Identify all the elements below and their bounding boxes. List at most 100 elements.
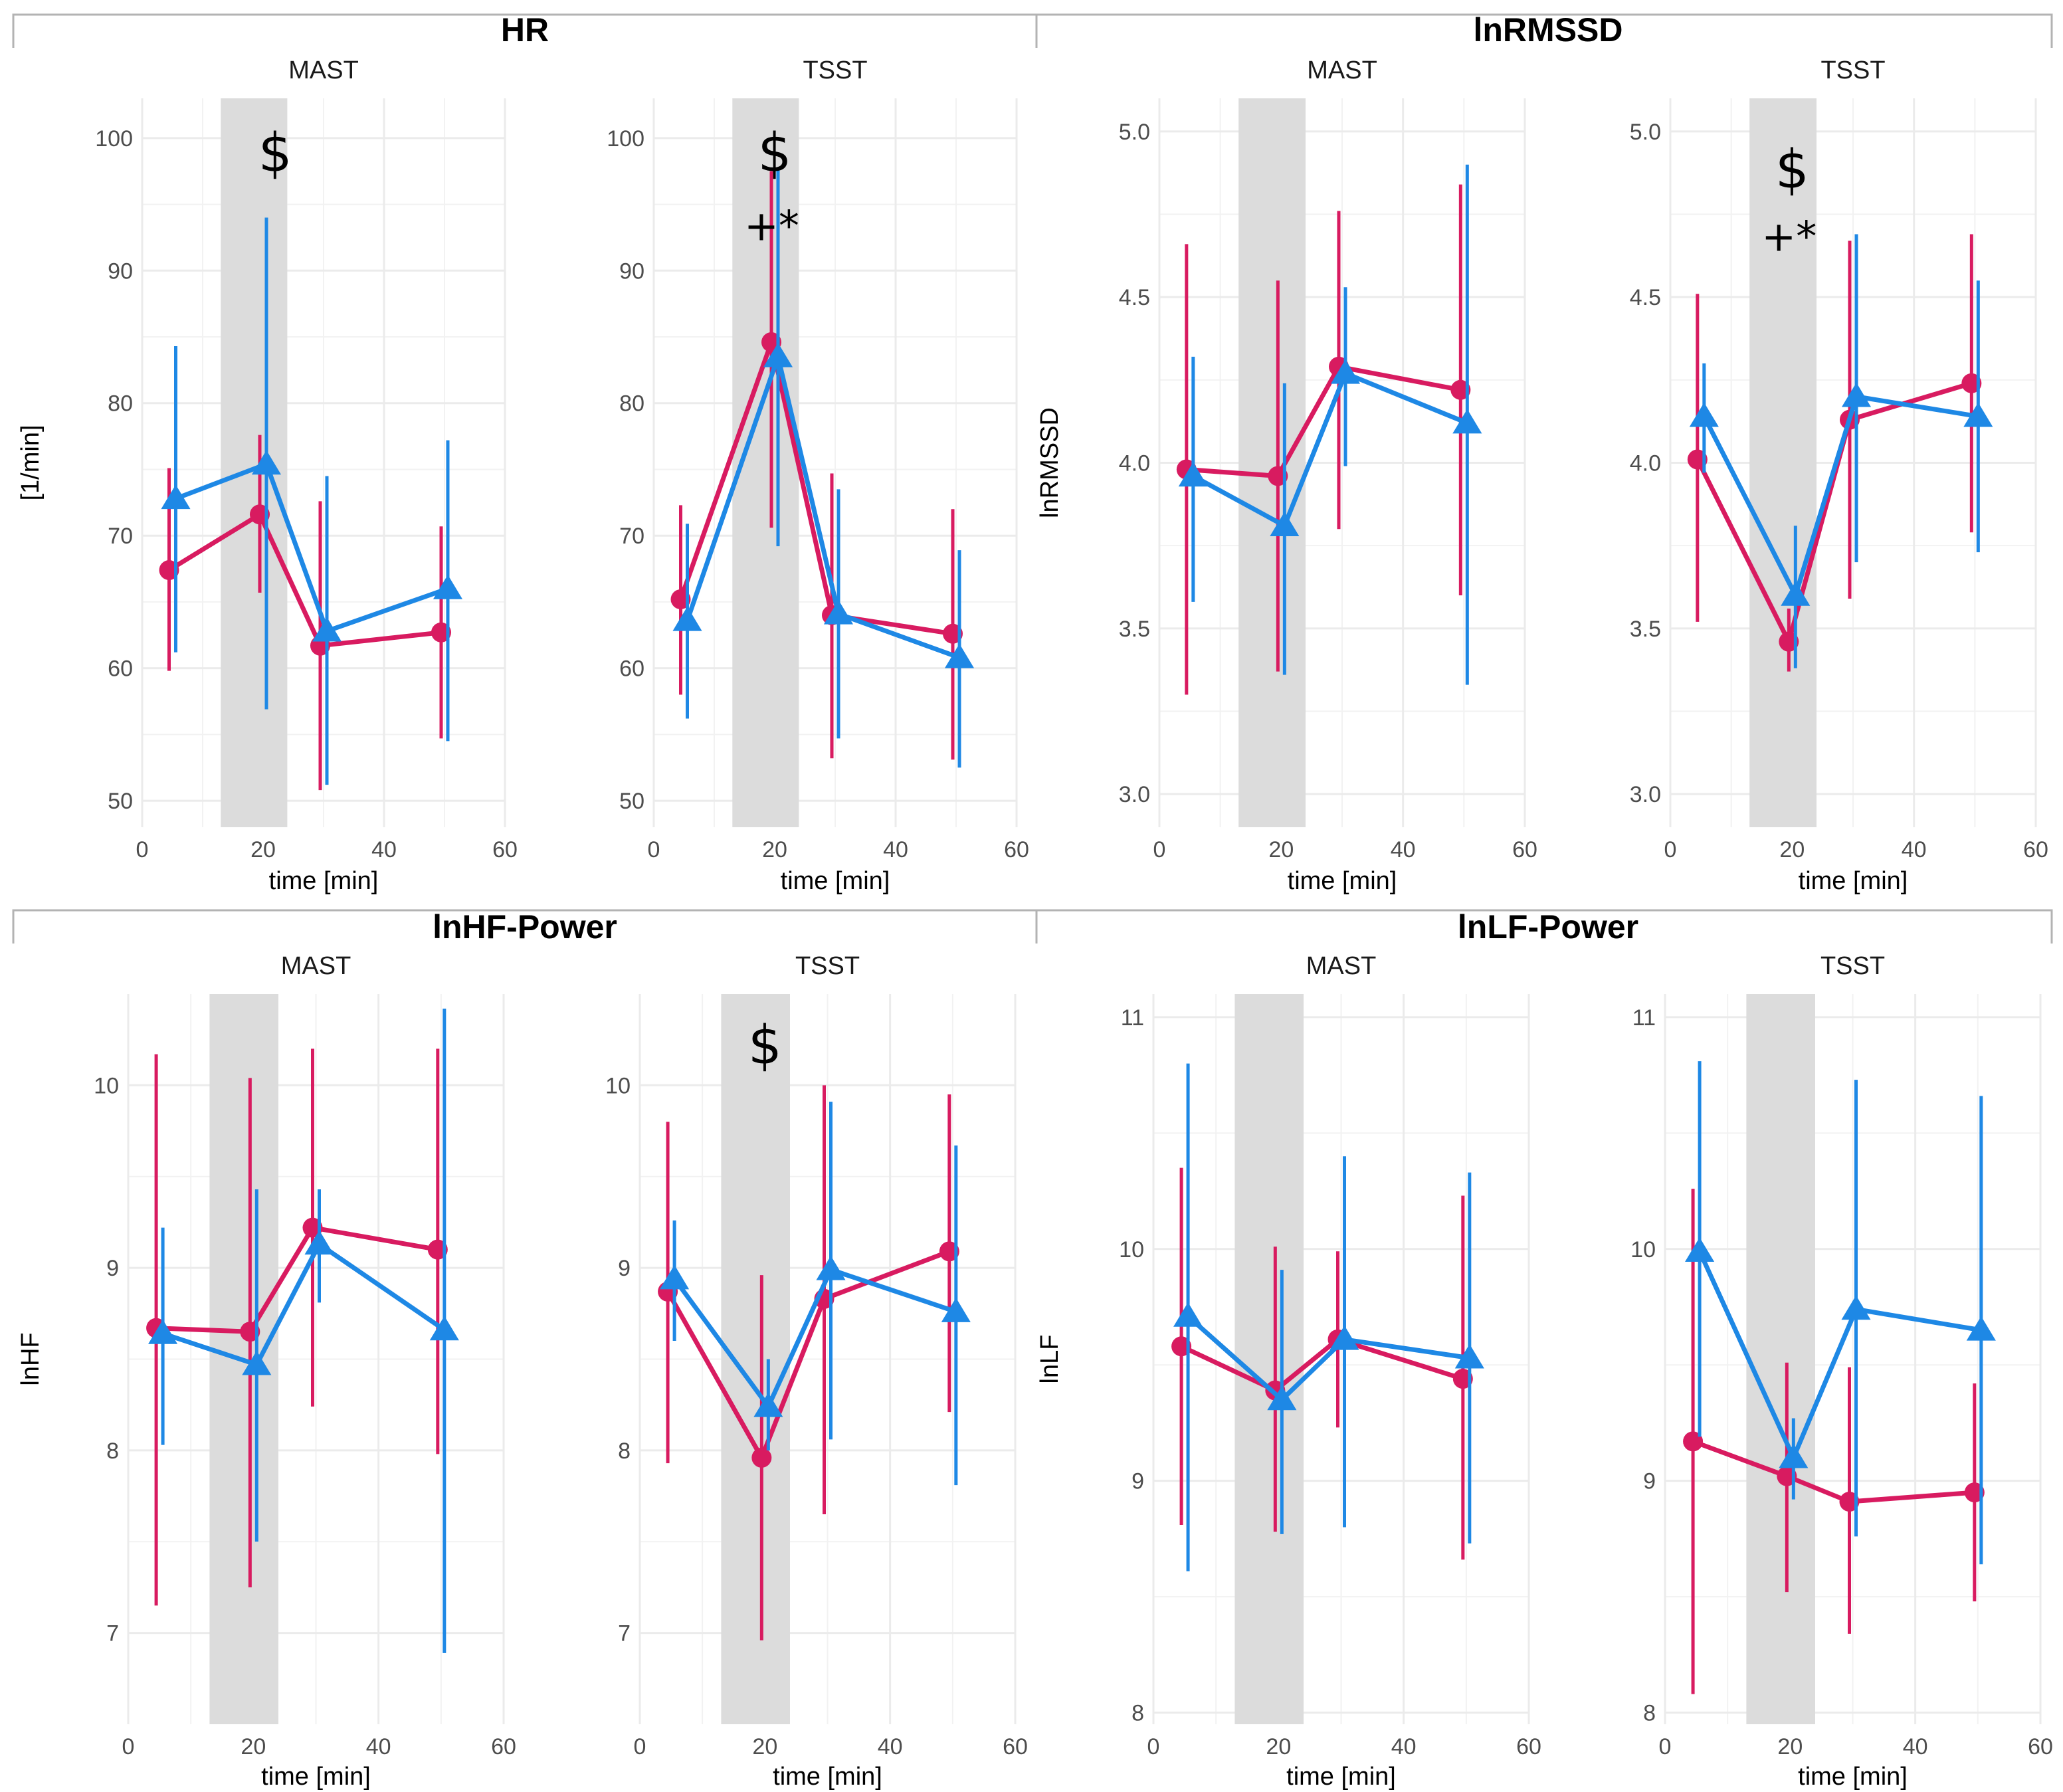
series-series_b (660, 1102, 971, 1486)
chart-group-2: lnHF-Power lnHF MAST 0 20 40 60 7 8 9 10 time [min]… (12, 908, 1038, 1791)
gridlines (1158, 98, 1526, 827)
y-axis-label: lnHF (17, 1332, 45, 1385)
data-point (429, 1316, 459, 1341)
data-point (751, 1447, 772, 1468)
y-tick-label: 100 (95, 126, 133, 151)
panel-mast: MAST 0 20 40 60 8 9 10 11 time [min] (1119, 952, 1541, 1791)
series-series_a (1171, 1167, 1473, 1560)
data-point (1329, 1325, 1359, 1350)
y-axis-label: [1/min] (17, 425, 45, 500)
x-tick-label: 40 (1902, 837, 1927, 862)
y-tick-label: 8 (1643, 1701, 1656, 1726)
group-title: HR (501, 11, 549, 49)
gridlines (652, 98, 1018, 827)
x-axis-label: time [min] (269, 867, 379, 895)
x-axis-label: time [min] (1799, 867, 1908, 895)
data-point (753, 1392, 783, 1417)
series-line (685, 354, 961, 660)
panel-mast: MAST 0 20 40 60 3.0 3.5 4.0 4.5 5.0 time [min] (1119, 56, 1537, 895)
data-point (1452, 409, 1482, 434)
data-point (1173, 1302, 1203, 1327)
x-tick-label: 60 (2023, 837, 2048, 862)
x-tick-label: 20 (250, 837, 276, 862)
gridlines (1664, 994, 2042, 1724)
series-series_b (1689, 234, 1993, 668)
significance-annotation: $ (1775, 139, 1809, 201)
data-point (1178, 462, 1208, 487)
data-point (1841, 1295, 1871, 1320)
data-point (1966, 1316, 1996, 1341)
significance-annotation: +* (1761, 212, 1817, 260)
y-tick-label: 10 (94, 1073, 119, 1098)
data-point (941, 1298, 971, 1322)
data-point (1781, 581, 1811, 606)
y-tick-label: 7 (106, 1621, 119, 1646)
significance-annotation: $ (748, 1014, 782, 1076)
series-line (167, 512, 442, 648)
series-line (155, 1225, 439, 1334)
group-title: lnRMSSD (1474, 11, 1623, 49)
y-tick-label: 8 (618, 1439, 631, 1464)
panel-mast: MAST 0 20 40 60 50 60 70 80 90 100 time [min] $ (95, 56, 518, 895)
y-tick-label: 50 (108, 789, 133, 814)
series-series_b (1173, 1063, 1484, 1571)
series-line (678, 340, 953, 637)
y-tick-label: 8 (1131, 1701, 1144, 1726)
y-tick-label: 4.5 (1630, 285, 1661, 310)
y-tick-label: 4.5 (1119, 285, 1150, 310)
group-frame (1035, 13, 2053, 48)
stress-interval-shade (1749, 98, 1817, 827)
data-point (1270, 512, 1300, 536)
y-tick-label: 11 (1121, 1005, 1144, 1031)
series-series_b (161, 217, 463, 785)
data-point (312, 617, 342, 642)
x-tick-label: 60 (2028, 1734, 2053, 1759)
panel-title: TSST (1820, 952, 1885, 980)
x-axis-label: time [min] (1798, 1763, 1908, 1791)
x-tick-label: 60 (1516, 1734, 1541, 1759)
x-tick-label: 20 (752, 1734, 777, 1759)
series-series_b (148, 1008, 459, 1653)
y-tick-label: 70 (619, 524, 644, 549)
y-tick-label: 9 (618, 1256, 631, 1281)
series-line (666, 1249, 951, 1460)
x-tick-label: 0 (648, 837, 660, 862)
y-tick-label: 80 (108, 391, 133, 417)
y-tick-label: 70 (108, 524, 133, 549)
data-point (763, 342, 793, 367)
x-tick-label: 40 (371, 837, 397, 862)
x-tick-label: 0 (1147, 1734, 1160, 1759)
chart-group-0: HR [1/min] MAST 0 20 40 60 50 60 70 80 90 100 time [m… (12, 11, 1038, 895)
data-point (1267, 1385, 1297, 1411)
data-point (816, 1255, 846, 1280)
significance-annotation: $ (758, 122, 792, 184)
panel-tsst: TSST 0 20 40 60 7 8 9 10 time [min] $ (605, 952, 1028, 1791)
x-tick-label: 0 (634, 1734, 646, 1759)
series-line (161, 1241, 446, 1367)
x-tick-label: 40 (1391, 837, 1416, 862)
data-point (1841, 382, 1872, 407)
series-line (1186, 364, 1461, 478)
y-tick-label: 3.0 (1630, 782, 1661, 807)
data-point (672, 606, 702, 631)
y-tick-label: 60 (619, 656, 644, 682)
y-tick-label: 5.0 (1119, 120, 1150, 145)
y-tick-label: 60 (108, 656, 133, 682)
series-line (1186, 1314, 1470, 1403)
data-point (823, 599, 854, 625)
x-tick-label: 40 (1391, 1734, 1417, 1759)
y-tick-label: 10 (1119, 1237, 1144, 1262)
panel-title: TSST (1820, 56, 1885, 84)
significance-annotation: +* (744, 201, 799, 250)
panel-mast: MAST 0 20 40 60 7 8 9 10 time [min] (94, 952, 516, 1791)
x-tick-label: 20 (762, 837, 787, 862)
y-tick-label: 3.5 (1630, 617, 1661, 642)
x-tick-label: 60 (1003, 1734, 1028, 1759)
series-line (672, 1267, 957, 1409)
stress-interval-shade (1238, 98, 1306, 827)
y-axis-label: lnRMSSD (1036, 407, 1064, 518)
stress-interval-shade (1234, 994, 1304, 1724)
series-line (1180, 1337, 1464, 1393)
panel-title: MAST (281, 952, 351, 980)
